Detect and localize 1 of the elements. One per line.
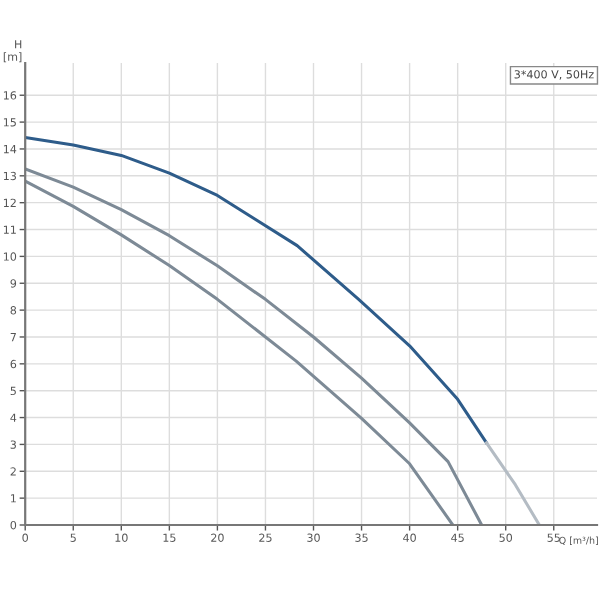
line-series [25,135,489,445]
